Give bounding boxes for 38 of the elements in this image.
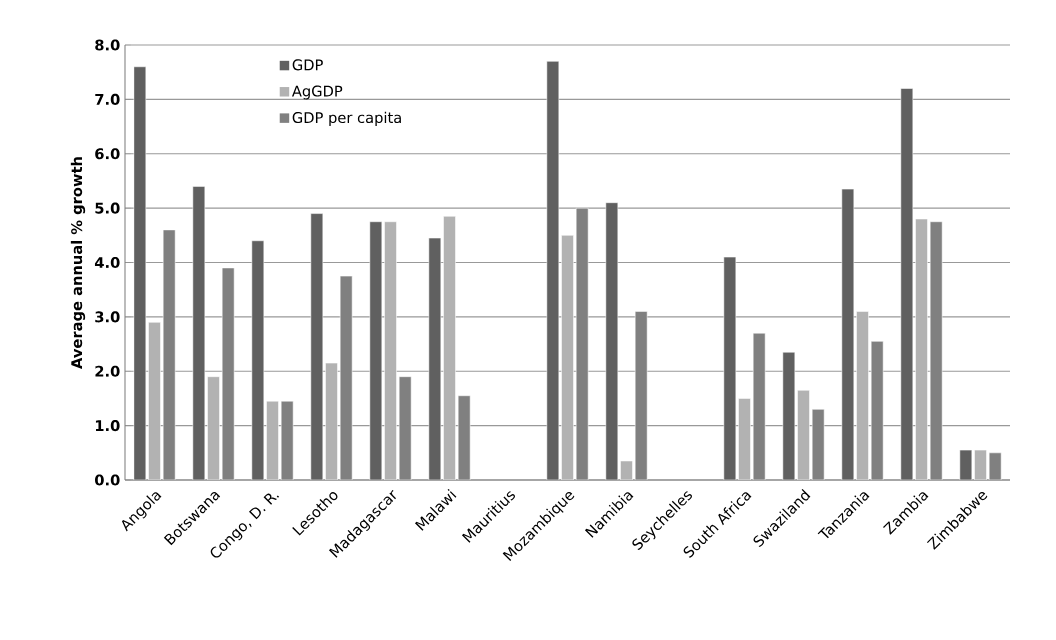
bar (915, 218, 928, 480)
bar (605, 202, 619, 480)
bar (443, 216, 456, 480)
y-tick-label: 4.0 (94, 256, 120, 269)
y-tick-label: 0.0 (95, 474, 120, 486)
y-tick-label: 8.0 (95, 39, 120, 51)
legend-label: GDP per capita (292, 111, 401, 126)
y-axis-title: Average annual % growth (70, 157, 86, 369)
bar (310, 213, 324, 480)
y-tick-label: 3.0 (95, 311, 120, 323)
y-tick-label: 7.0 (95, 93, 120, 105)
bar (841, 188, 855, 480)
bar (251, 240, 265, 480)
legend-label: AgGDP (291, 85, 343, 100)
bar (723, 256, 737, 480)
bar (148, 322, 161, 480)
bar (207, 376, 220, 480)
bar (620, 460, 633, 480)
y-tick-label: 6.0 (95, 148, 120, 160)
y-tick-label: 2.0 (95, 365, 120, 377)
bar (546, 61, 560, 480)
bar (561, 235, 574, 480)
legend-label: GDP (292, 59, 323, 71)
bar (325, 362, 338, 480)
bar (782, 351, 796, 480)
bar (856, 311, 869, 480)
bar (369, 221, 383, 480)
bar (133, 66, 147, 480)
bar (900, 88, 914, 480)
bar (797, 390, 810, 480)
bar (738, 398, 751, 480)
bar (266, 400, 279, 480)
y-tick-label: 1.0 (95, 420, 120, 432)
bar (192, 186, 206, 480)
bar (428, 237, 442, 480)
bar (974, 449, 987, 480)
bar (384, 221, 397, 480)
y-tick-label: 5.0 (95, 202, 120, 214)
